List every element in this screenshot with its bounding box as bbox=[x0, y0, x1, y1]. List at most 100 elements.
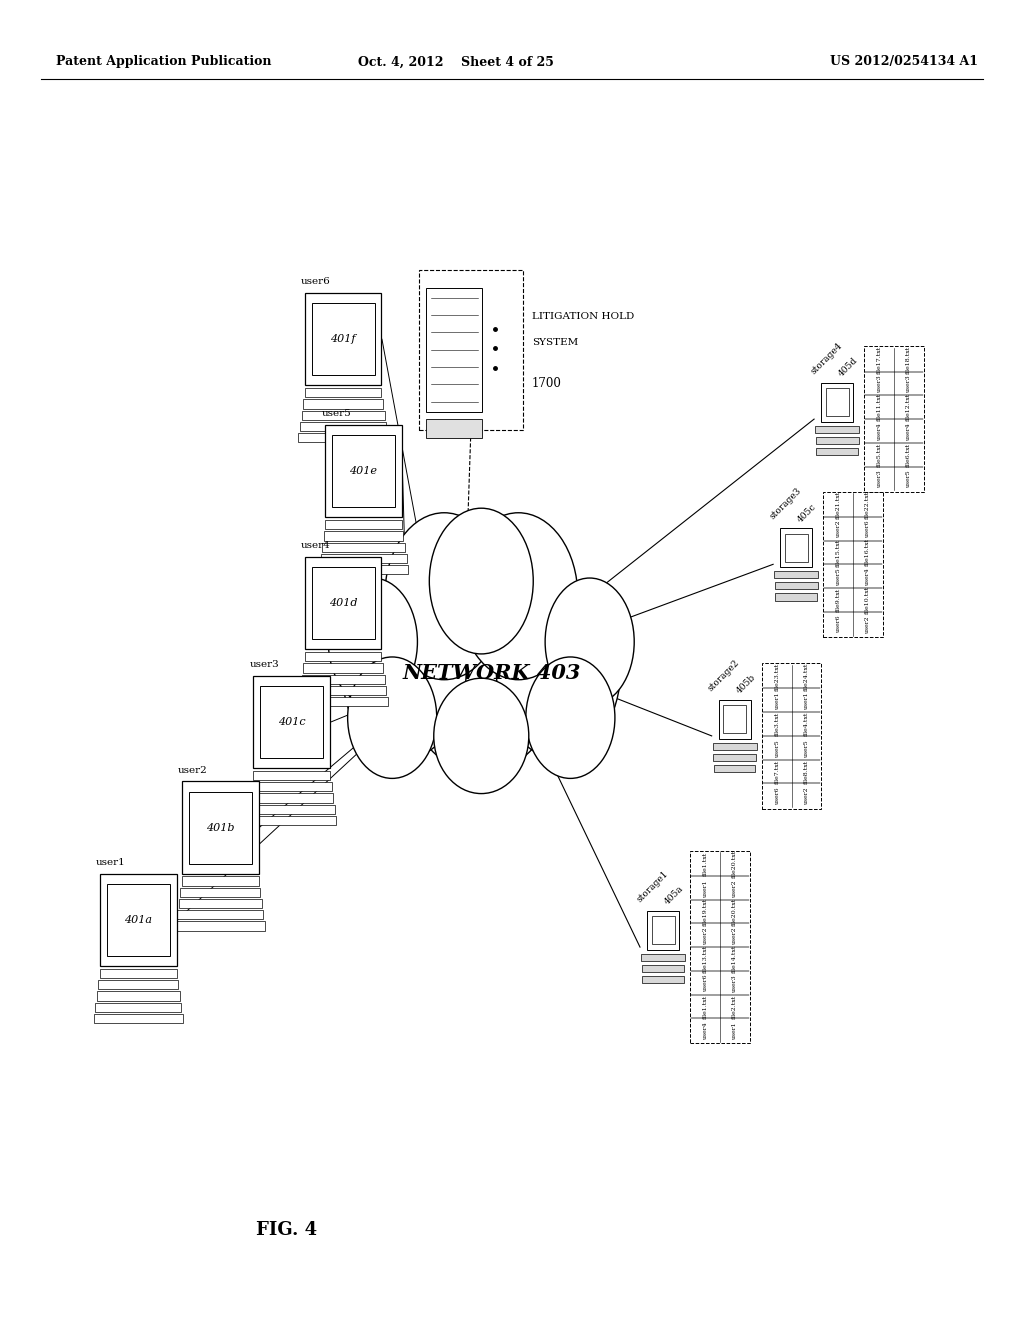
FancyBboxPatch shape bbox=[780, 528, 812, 568]
FancyBboxPatch shape bbox=[642, 977, 684, 983]
Text: user6: user6 bbox=[837, 615, 841, 632]
FancyBboxPatch shape bbox=[332, 436, 395, 507]
Text: file2.txt: file2.txt bbox=[732, 994, 736, 1019]
FancyBboxPatch shape bbox=[816, 449, 858, 455]
FancyBboxPatch shape bbox=[299, 433, 388, 442]
Text: file22.txt: file22.txt bbox=[865, 491, 869, 519]
Text: file19.txt: file19.txt bbox=[703, 898, 708, 925]
Text: file17.txt: file17.txt bbox=[878, 346, 882, 374]
FancyBboxPatch shape bbox=[302, 411, 385, 420]
Text: user4: user4 bbox=[301, 541, 331, 550]
FancyBboxPatch shape bbox=[647, 911, 679, 950]
Text: file3.txt: file3.txt bbox=[775, 711, 779, 737]
Text: file14.txt: file14.txt bbox=[732, 945, 736, 973]
Text: user2: user2 bbox=[865, 615, 869, 632]
Text: 401d: 401d bbox=[329, 598, 357, 609]
Text: user6: user6 bbox=[301, 277, 331, 286]
Ellipse shape bbox=[526, 657, 614, 779]
FancyBboxPatch shape bbox=[816, 437, 858, 444]
Text: user1: user1 bbox=[775, 692, 779, 709]
FancyBboxPatch shape bbox=[100, 874, 176, 966]
Text: file20.txt: file20.txt bbox=[732, 850, 736, 878]
Text: file6.txt: file6.txt bbox=[906, 442, 910, 467]
FancyBboxPatch shape bbox=[326, 425, 401, 517]
FancyBboxPatch shape bbox=[825, 388, 849, 416]
FancyBboxPatch shape bbox=[326, 520, 401, 529]
FancyBboxPatch shape bbox=[182, 876, 258, 886]
FancyBboxPatch shape bbox=[182, 781, 258, 874]
FancyBboxPatch shape bbox=[260, 686, 324, 758]
FancyBboxPatch shape bbox=[714, 766, 756, 772]
Text: user3: user3 bbox=[906, 375, 910, 392]
Text: 401f: 401f bbox=[331, 334, 355, 345]
FancyBboxPatch shape bbox=[250, 793, 333, 803]
Text: 401a: 401a bbox=[124, 915, 153, 925]
FancyBboxPatch shape bbox=[253, 676, 330, 768]
Text: SYSTEM: SYSTEM bbox=[532, 338, 579, 347]
Text: FIG. 4: FIG. 4 bbox=[256, 1221, 317, 1239]
Text: user2: user2 bbox=[703, 927, 708, 944]
Ellipse shape bbox=[329, 578, 418, 705]
Text: 405a: 405a bbox=[664, 884, 685, 907]
Text: user5: user5 bbox=[775, 739, 779, 756]
FancyBboxPatch shape bbox=[651, 916, 675, 944]
Ellipse shape bbox=[434, 678, 528, 793]
Text: file18.txt: file18.txt bbox=[906, 346, 910, 374]
FancyBboxPatch shape bbox=[322, 543, 406, 552]
Text: file1.txt: file1.txt bbox=[703, 851, 708, 876]
Text: file12.txt: file12.txt bbox=[906, 393, 910, 421]
Text: file23.txt: file23.txt bbox=[775, 663, 779, 690]
FancyBboxPatch shape bbox=[96, 991, 180, 1001]
FancyBboxPatch shape bbox=[774, 570, 818, 578]
Text: Oct. 4, 2012    Sheet 4 of 25: Oct. 4, 2012 Sheet 4 of 25 bbox=[357, 55, 554, 69]
Text: user4: user4 bbox=[703, 1022, 708, 1039]
Text: user4: user4 bbox=[906, 422, 910, 440]
Text: user3: user3 bbox=[250, 660, 280, 669]
Text: file5.txt: file5.txt bbox=[878, 442, 882, 467]
Text: US 2012/0254134 A1: US 2012/0254134 A1 bbox=[829, 55, 978, 69]
FancyBboxPatch shape bbox=[762, 663, 821, 808]
FancyBboxPatch shape bbox=[252, 781, 332, 792]
Text: NETWORK 403: NETWORK 403 bbox=[402, 663, 581, 684]
Text: file15.txt: file15.txt bbox=[837, 539, 841, 566]
Text: user3: user3 bbox=[732, 974, 736, 991]
Ellipse shape bbox=[342, 577, 466, 759]
FancyBboxPatch shape bbox=[775, 594, 817, 601]
FancyBboxPatch shape bbox=[641, 953, 685, 961]
Text: 405c: 405c bbox=[797, 502, 818, 524]
Text: user6: user6 bbox=[865, 520, 869, 537]
FancyBboxPatch shape bbox=[100, 969, 176, 978]
FancyBboxPatch shape bbox=[305, 293, 382, 385]
Text: user5: user5 bbox=[906, 470, 910, 487]
Ellipse shape bbox=[459, 512, 578, 680]
FancyBboxPatch shape bbox=[299, 697, 388, 706]
FancyBboxPatch shape bbox=[106, 884, 170, 956]
FancyBboxPatch shape bbox=[311, 304, 375, 375]
FancyBboxPatch shape bbox=[319, 565, 408, 574]
FancyBboxPatch shape bbox=[305, 388, 382, 397]
Text: user5: user5 bbox=[837, 568, 841, 585]
FancyBboxPatch shape bbox=[177, 911, 263, 920]
Text: file1.txt: file1.txt bbox=[703, 994, 708, 1019]
FancyBboxPatch shape bbox=[324, 531, 403, 541]
Ellipse shape bbox=[496, 577, 621, 759]
FancyBboxPatch shape bbox=[714, 754, 756, 760]
FancyBboxPatch shape bbox=[180, 888, 260, 898]
Text: storage3: storage3 bbox=[768, 487, 803, 521]
FancyBboxPatch shape bbox=[98, 979, 178, 990]
FancyBboxPatch shape bbox=[303, 399, 383, 409]
FancyBboxPatch shape bbox=[300, 422, 386, 430]
Text: 401e: 401e bbox=[349, 466, 378, 477]
Text: file10.txt: file10.txt bbox=[865, 586, 869, 614]
FancyBboxPatch shape bbox=[713, 742, 757, 750]
Text: user1: user1 bbox=[804, 692, 808, 709]
FancyBboxPatch shape bbox=[248, 816, 336, 825]
Text: user2: user2 bbox=[732, 927, 736, 944]
FancyBboxPatch shape bbox=[311, 568, 375, 639]
Text: user6: user6 bbox=[703, 974, 708, 991]
FancyBboxPatch shape bbox=[176, 921, 264, 931]
Text: file8.txt: file8.txt bbox=[804, 759, 808, 784]
Text: file7.txt: file7.txt bbox=[775, 759, 779, 784]
Text: 405d: 405d bbox=[838, 356, 860, 379]
Text: user5: user5 bbox=[804, 739, 808, 756]
